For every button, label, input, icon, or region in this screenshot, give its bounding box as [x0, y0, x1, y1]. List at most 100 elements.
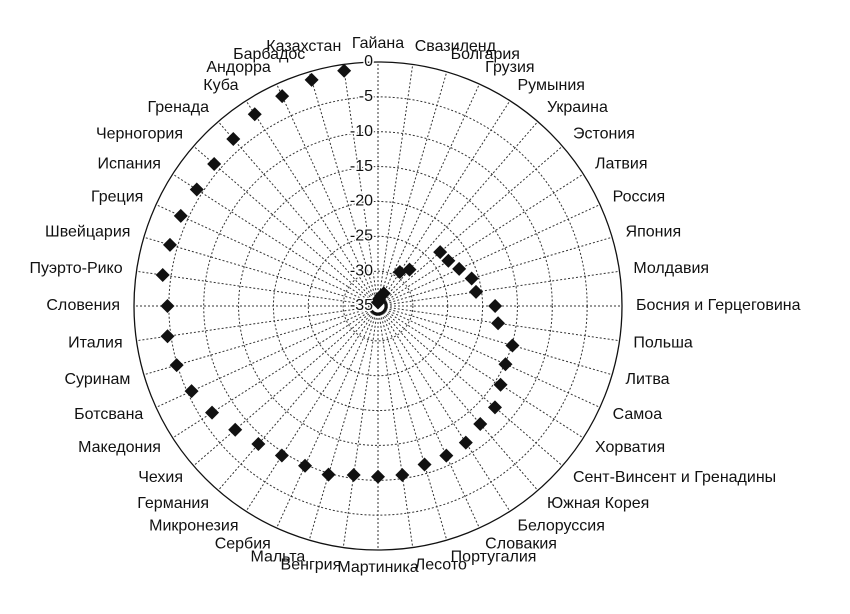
data-point	[274, 448, 289, 463]
grid-spoke	[377, 305, 613, 376]
category-label: Чехия	[138, 469, 183, 486]
grid-spoke	[377, 305, 448, 541]
category-label: Хорватия	[595, 439, 665, 456]
category-label: Мальта	[250, 549, 305, 566]
category-label: Россия	[613, 188, 665, 205]
data-point	[433, 245, 448, 260]
data-point	[337, 63, 352, 78]
grid-spoke	[377, 305, 511, 512]
category-label: Словакия	[485, 536, 557, 553]
category-label: Молдавия	[633, 260, 709, 277]
grid-spoke	[377, 305, 414, 548]
category-label: Испания	[97, 156, 161, 173]
grid-spoke	[217, 121, 379, 307]
data-point	[155, 268, 170, 283]
category-label: Польша	[633, 335, 693, 352]
category-label: Сент-Винсент и Гренадины	[573, 469, 776, 486]
grid-spoke	[377, 173, 584, 307]
category-label: Грузия	[485, 59, 534, 76]
data-point	[458, 435, 473, 450]
data-point	[205, 405, 220, 420]
grid-spoke	[377, 305, 584, 439]
grid-circle	[342, 270, 414, 342]
category-label: Италия	[68, 335, 122, 352]
category-label: Ботсвана	[74, 406, 143, 423]
y-tick-label: -35	[350, 297, 373, 314]
data-point	[228, 422, 243, 437]
category-label: Лесото	[415, 557, 467, 574]
data-point	[173, 208, 188, 223]
category-label: Мартиника	[337, 559, 418, 576]
category-label: Эстония	[573, 126, 635, 143]
grid-spoke	[377, 305, 480, 529]
category-label: Македония	[78, 439, 161, 456]
category-label: Румыния	[517, 77, 584, 94]
data-point	[441, 253, 456, 268]
category-label: Греция	[91, 188, 143, 205]
category-label: Южная Корея	[547, 495, 649, 512]
category-label: Белоруссия	[517, 518, 604, 535]
grid-spoke	[172, 305, 379, 439]
grid-spoke	[377, 145, 563, 307]
grid-spoke	[342, 64, 379, 307]
grid-spoke	[155, 305, 379, 408]
category-label: Гренада	[148, 99, 210, 116]
category-label: Барбадос	[233, 46, 305, 63]
grid-spoke	[245, 305, 379, 512]
grid-spoke	[245, 100, 379, 307]
grid-spoke	[377, 83, 480, 307]
grid-spoke	[377, 305, 601, 408]
data-point	[160, 299, 175, 313]
data-point	[162, 237, 177, 252]
data-point	[346, 468, 361, 483]
grid-spoke	[276, 305, 379, 529]
data-point	[464, 271, 479, 286]
outer-circle	[133, 61, 623, 551]
data-point	[207, 157, 222, 172]
grid-spoke	[377, 71, 448, 307]
category-label: Микронезия	[149, 518, 238, 535]
category-label: Пуэрто-Рико	[30, 260, 123, 277]
category-label: Суринам	[64, 371, 130, 388]
data-point	[304, 72, 319, 87]
grid-spoke	[172, 173, 379, 307]
grid-spoke	[143, 236, 379, 307]
data-point	[452, 261, 467, 276]
category-label: Латвия	[595, 156, 647, 173]
grid-spoke	[377, 305, 563, 467]
data-point	[226, 131, 241, 146]
data-point	[498, 357, 513, 372]
grid-spoke	[377, 64, 414, 307]
y-tick-label: -5	[359, 88, 373, 105]
category-label: Босния и Герцеговина	[636, 297, 801, 314]
grid-spoke	[377, 305, 539, 491]
data-point	[493, 377, 508, 392]
data-point	[505, 338, 520, 353]
data-point	[491, 316, 506, 331]
category-label: Швейцария	[45, 223, 130, 240]
data-point	[376, 286, 391, 301]
y-tick-label: -20	[350, 193, 373, 210]
data-point	[275, 89, 290, 104]
y-tick-label: -10	[350, 123, 373, 140]
category-label: Гайана	[352, 35, 404, 52]
grid-spoke	[377, 270, 620, 307]
data-point	[488, 299, 503, 313]
data-point	[402, 262, 417, 277]
category-label: Самоа	[613, 406, 663, 423]
grid-circle	[238, 166, 518, 446]
grid-spoke	[377, 204, 601, 307]
data-point	[321, 467, 336, 482]
data-point	[371, 469, 385, 484]
category-label: Португалия	[451, 549, 537, 566]
data-point	[392, 264, 407, 279]
data-point	[251, 437, 266, 452]
category-label: Казахстан	[266, 38, 341, 55]
y-tick-label: -15	[350, 158, 373, 175]
grid-spoke	[308, 71, 379, 307]
category-label: Андорра	[206, 59, 271, 76]
grid-spoke	[342, 305, 379, 548]
y-tick-label: -30	[350, 262, 373, 279]
